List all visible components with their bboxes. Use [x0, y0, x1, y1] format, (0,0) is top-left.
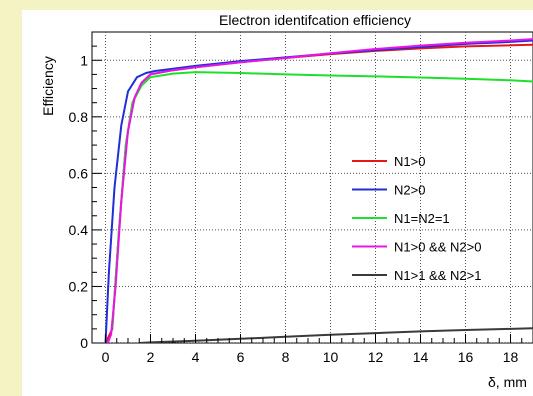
y-tick-label: 0.6 [69, 165, 89, 181]
chart-title: Electron identifcation efficiency [219, 12, 411, 28]
series-line-4 [106, 38, 533, 343]
legend-label-3: N1=N2=1 [394, 211, 450, 226]
legend-label-4: N1>0 && N2>0 [394, 240, 481, 255]
legend-label-1: N1>0 [394, 154, 425, 169]
x-tick-label: 10 [323, 349, 339, 365]
x-tick-label: 18 [503, 349, 519, 365]
x-tick-label: 4 [192, 349, 200, 365]
x-tick-label: 8 [282, 349, 290, 365]
x-tick-label: 16 [458, 349, 474, 365]
y-tick-label: 0.2 [69, 278, 89, 294]
plot-area [91, 31, 533, 344]
y-tick-label: 1 [80, 52, 88, 68]
legend-label-2: N2>0 [394, 183, 425, 198]
x-tick-label: 14 [413, 349, 429, 365]
y-tick-label: 0 [80, 335, 88, 351]
y-tick-label: 0.8 [69, 109, 89, 125]
x-tick-label: 0 [102, 349, 110, 365]
x-tick-label: 6 [237, 349, 245, 365]
grid [92, 32, 533, 343]
axes: 0 2 4 6 8 10 12 14 16 18 0 0.2 0.4 0.6 0.8 1 [69, 31, 533, 365]
legend: N1>0 N2>0 N1=N2=1 N1>0 && N2>0 N1>1 && N2>1 [352, 154, 481, 283]
y-axis-label: Efficiency [40, 56, 56, 116]
x-tick-label: 12 [368, 349, 384, 365]
x-axis-label: δ, mm [488, 374, 527, 390]
y-tick-label: 0.4 [69, 222, 89, 238]
legend-label-5: N1>1 && N2>1 [394, 268, 481, 283]
series-line-2 [104, 39, 533, 343]
x-tick-label: 2 [147, 349, 155, 365]
